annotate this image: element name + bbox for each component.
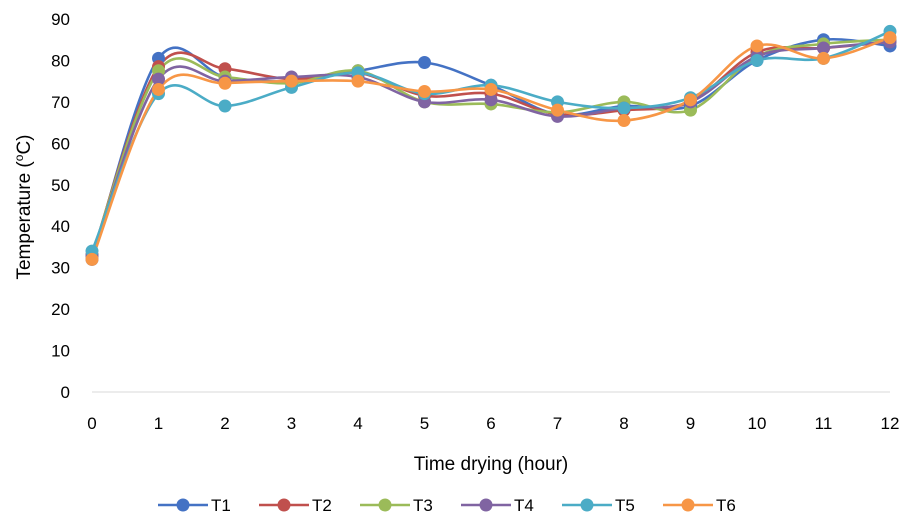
legend-marker <box>278 499 291 512</box>
data-point-t5 <box>751 54 764 67</box>
y-axis-ticks: 0 10 20 30 40 50 60 70 80 90 <box>51 10 70 402</box>
x-axis-ticks: 0 1 2 3 4 5 6 7 8 9 10 11 12 <box>87 414 899 433</box>
data-point-t6 <box>618 114 631 127</box>
y-tick-label: 0 <box>61 383 70 402</box>
x-tick-label: 5 <box>420 414 429 433</box>
legend-label: T5 <box>615 496 635 515</box>
legend-item-t6: T6 <box>663 496 736 515</box>
y-tick-label: 30 <box>51 259 70 278</box>
y-tick-label: 40 <box>51 217 70 236</box>
data-point-t5 <box>618 102 631 115</box>
legend-item-t1: T1 <box>158 496 231 515</box>
y-axis-title-main: Temperature ( <box>14 161 35 280</box>
data-point-t6 <box>285 75 298 88</box>
y-tick-label: 90 <box>51 10 70 29</box>
legend-item-t5: T5 <box>562 496 635 515</box>
series-line-t3 <box>92 40 890 256</box>
legend-item-t2: T2 <box>259 496 332 515</box>
y-tick-label: 60 <box>51 134 70 153</box>
legend-label: T4 <box>514 496 534 515</box>
x-tick-label: 11 <box>815 414 833 433</box>
data-point-t6 <box>219 77 232 90</box>
data-point-t6 <box>352 75 365 88</box>
x-tick-label: 10 <box>748 414 767 433</box>
legend-marker <box>379 499 392 512</box>
y-tick-label: 20 <box>51 300 70 319</box>
y-axis-title-tail: C) <box>14 134 35 154</box>
legend-label: T3 <box>413 496 433 515</box>
x-tick-label: 3 <box>287 414 296 433</box>
data-point-t6 <box>751 39 764 52</box>
data-point-t6 <box>485 83 498 96</box>
legend-label: T6 <box>716 496 736 515</box>
legend-item-t4: T4 <box>461 496 534 515</box>
x-tick-label: 1 <box>154 414 163 433</box>
x-tick-label: 6 <box>486 414 495 433</box>
legend-marker <box>480 499 493 512</box>
y-axis-title: Temperature (oC) <box>12 134 35 279</box>
legend-marker <box>581 499 594 512</box>
x-axis-title: Time drying (hour) <box>414 454 569 475</box>
data-point-t6 <box>152 83 165 96</box>
data-point-t6 <box>418 85 431 98</box>
y-tick-label: 10 <box>51 342 70 361</box>
x-tick-label: 0 <box>87 414 96 433</box>
x-tick-label: 2 <box>220 414 229 433</box>
y-tick-label: 80 <box>51 51 70 70</box>
legend-item-t3: T3 <box>360 496 433 515</box>
x-tick-label: 4 <box>353 414 362 433</box>
y-tick-label: 50 <box>51 176 70 195</box>
data-point-t6 <box>817 52 830 65</box>
x-tick-label: 9 <box>686 414 695 433</box>
data-point-t6 <box>684 93 697 106</box>
data-point-t6 <box>884 31 897 44</box>
data-point-t5 <box>219 100 232 113</box>
x-tick-label: 7 <box>553 414 562 433</box>
data-point-t6 <box>86 253 99 266</box>
data-point-t6 <box>551 104 564 117</box>
legend-label: T2 <box>312 496 332 515</box>
x-tick-label: 12 <box>881 414 900 433</box>
series-lines <box>92 31 890 259</box>
y-tick-label: 70 <box>51 93 70 112</box>
data-point-t1 <box>418 56 431 69</box>
legend: T1 T2 T3 T4 T5 T6 <box>158 496 736 515</box>
legend-label: T1 <box>211 496 231 515</box>
legend-marker <box>177 499 190 512</box>
legend-marker <box>682 499 695 512</box>
x-tick-label: 8 <box>619 414 628 433</box>
